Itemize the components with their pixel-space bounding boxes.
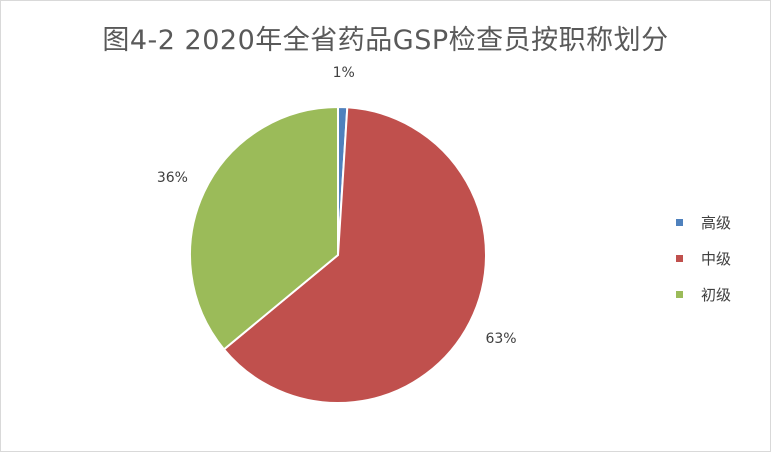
chart-title: 图4-2 2020年全省药品GSP检查员按职称划分 — [102, 25, 669, 56]
legend-swatch-junior — [676, 290, 683, 298]
legend: 高级 中级 初级 — [676, 204, 731, 312]
legend-label-high: 高级 — [701, 213, 732, 232]
legend-swatch-high — [676, 218, 683, 226]
pie-slice-junior — [189, 105, 339, 351]
legend-item-middle: 中级 — [676, 240, 731, 276]
legend-swatch-middle — [676, 254, 683, 262]
legend-item-high: 高级 — [676, 204, 731, 240]
legend-label-middle: 中级 — [701, 249, 732, 268]
pie-slice-middle — [222, 106, 487, 404]
pie-slices — [189, 105, 487, 404]
data-label-high: 1% — [333, 65, 355, 81]
legend-item-junior: 初级 — [676, 276, 731, 312]
legend-label-junior: 初级 — [701, 285, 732, 304]
data-label-junior: 36% — [157, 170, 188, 186]
pie-data-labels: 1% 63% 36% — [157, 65, 517, 347]
data-label-middle: 63% — [485, 331, 516, 347]
